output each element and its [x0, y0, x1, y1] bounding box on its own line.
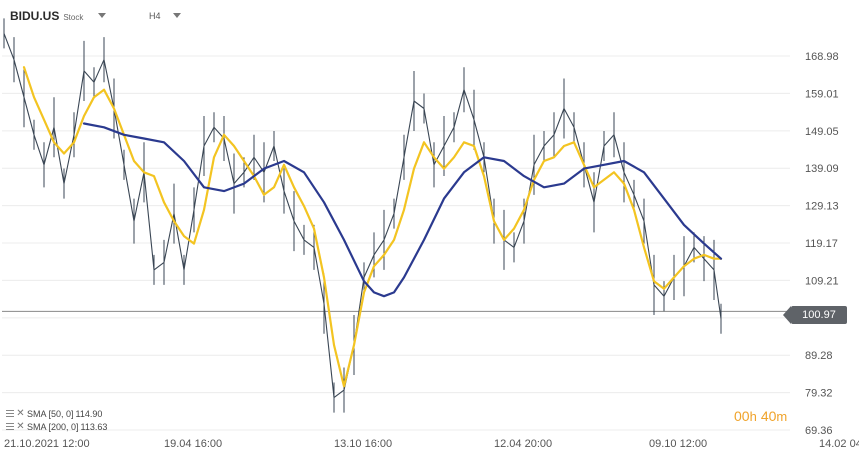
legend-params: [200, 0] [48, 421, 79, 432]
x-tick-label: 13.10 16:00 [334, 438, 392, 450]
countdown-hours-unit: h [749, 409, 757, 424]
y-tick-label: 159.01 [805, 88, 839, 100]
symbol-type: Stock [63, 13, 84, 22]
indicator-legend: ✕ SMA [50, 0] 114.90 ✕ SMA [200, 0] 113.… [6, 407, 107, 433]
timeframe-label: H4 [149, 11, 161, 21]
legend-label: SMA [27, 421, 47, 432]
chevron-down-icon[interactable] [98, 13, 106, 18]
sma-200-line [82, 122, 723, 298]
timeframe-selector[interactable]: H4 [149, 11, 181, 21]
countdown-minutes-unit: m [776, 409, 788, 424]
symbol-selector[interactable]: BIDU.US Stock [10, 9, 106, 23]
legend-value: 113.63 [80, 421, 108, 432]
current-price-tag: 100.97 [783, 306, 847, 324]
candle-countdown: 00h 40m [734, 408, 787, 424]
y-tick-label: 89.28 [805, 350, 833, 362]
close-icon[interactable]: ✕ [16, 407, 25, 419]
legend-label: SMA [27, 408, 47, 419]
chevron-down-icon[interactable] [173, 13, 181, 18]
symbol-name: BIDU.US [10, 9, 60, 23]
y-tick-label: 119.17 [805, 238, 838, 250]
y-tick-label: 129.13 [805, 201, 839, 213]
countdown-hours: 00 [734, 408, 750, 424]
current-price-value: 100.97 [802, 309, 836, 321]
y-tick-label: 149.05 [805, 126, 839, 138]
legend-params: [50, 0] [48, 408, 74, 419]
y-tick-label: 139.09 [805, 163, 839, 175]
legend-value: 114.90 [75, 408, 103, 419]
x-tick-label: 19.04 16:00 [164, 438, 222, 450]
legend-row-sma-50: ✕ SMA [50, 0] 114.90 [6, 407, 107, 420]
close-icon[interactable]: ✕ [16, 420, 25, 432]
y-tick-label: 168.98 [805, 51, 839, 63]
x-tick-label: 09.10 12:00 [649, 438, 707, 450]
y-tick-label: 109.21 [805, 275, 839, 287]
x-tick-label: 12.04 20:00 [494, 438, 552, 450]
sma-50-line [22, 66, 723, 388]
price-series-line [3, 33, 722, 399]
drag-handle-icon[interactable] [6, 410, 14, 417]
legend-row-sma-200: ✕ SMA [200, 0] 113.63 [6, 420, 107, 433]
x-tick-label: 14.02 04:00 [819, 438, 859, 450]
countdown-minutes: 40 [760, 408, 777, 424]
x-tick-label: 21.10.2021 12:00 [4, 438, 90, 450]
y-tick-label: 79.32 [805, 388, 833, 400]
chart-toolbar: BIDU.US Stock H4 [0, 0, 859, 30]
y-tick-label: 69.36 [805, 425, 833, 437]
drag-handle-icon[interactable] [6, 423, 14, 430]
